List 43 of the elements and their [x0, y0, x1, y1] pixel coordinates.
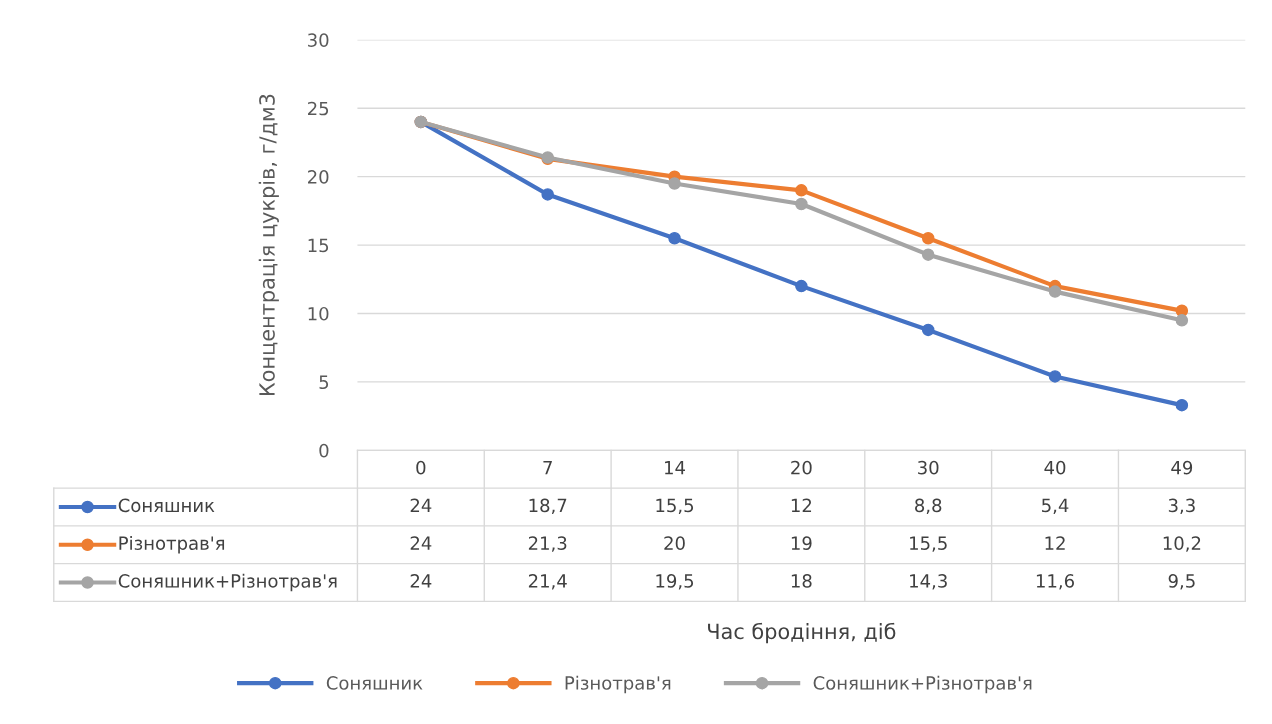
text: Соняшник — [326, 676, 423, 690]
y-tick-label: 0 — [319, 443, 329, 458]
data-label: 15,5 — [910, 536, 947, 552]
x-tick-label: 20 — [791, 460, 812, 475]
text: Соняшник+Різнотрав'я — [813, 675, 1032, 694]
x-tick-label: 7 — [543, 461, 552, 475]
data-label: 24 — [410, 574, 432, 588]
legend-label: Різнотрав'я — [119, 536, 225, 554]
data-label: 9,5 — [1168, 574, 1195, 590]
y-tick-label: 10 — [308, 306, 329, 321]
text: Час бродіння, діб — [708, 622, 896, 644]
data-label: 3,3 — [1168, 498, 1195, 515]
x-tick-label: 14 — [665, 461, 685, 475]
legend-label: Соняшник — [118, 498, 215, 513]
y-tick-label: 25 — [308, 101, 329, 116]
y-tick-label: 20 — [308, 170, 329, 184]
data-label: 8,8 — [915, 498, 942, 515]
data-label: 18 — [791, 574, 812, 588]
data-label: 19 — [791, 536, 812, 550]
y-tick-label: 15 — [308, 238, 329, 253]
data-label: 14,3 — [910, 574, 947, 590]
y-axis-title: Концентрація цукрів, г/дм3 — [258, 94, 279, 396]
y-tick-label: 30 — [308, 33, 329, 47]
data-label: 15,5 — [656, 498, 694, 515]
x-tick-label: 40 — [1044, 460, 1066, 475]
data-label: 10,2 — [1163, 536, 1201, 552]
data-label: 21,4 — [528, 574, 567, 590]
data-label: 24 — [410, 498, 432, 512]
data-label: 18,7 — [529, 498, 567, 515]
text: Різнотрав'я — [565, 675, 671, 694]
x-tick-label: 0 — [416, 460, 426, 475]
data-label: 21,3 — [528, 536, 567, 552]
data-label: 20 — [664, 536, 685, 550]
x-tick-label: 30 — [918, 460, 939, 475]
data-label: 19,5 — [656, 574, 694, 590]
legend-label: Соняшник+Різнотрав'я — [118, 573, 337, 592]
x-tick-label: 49 — [1171, 460, 1193, 475]
data-label: 24 — [410, 536, 432, 550]
data-label: 12 — [1045, 536, 1065, 550]
data-label: 5,4 — [1042, 498, 1069, 515]
y-tick-label: 5 — [319, 375, 329, 390]
data-label: 12 — [791, 498, 812, 512]
data-label: 11,6 — [1036, 574, 1074, 590]
